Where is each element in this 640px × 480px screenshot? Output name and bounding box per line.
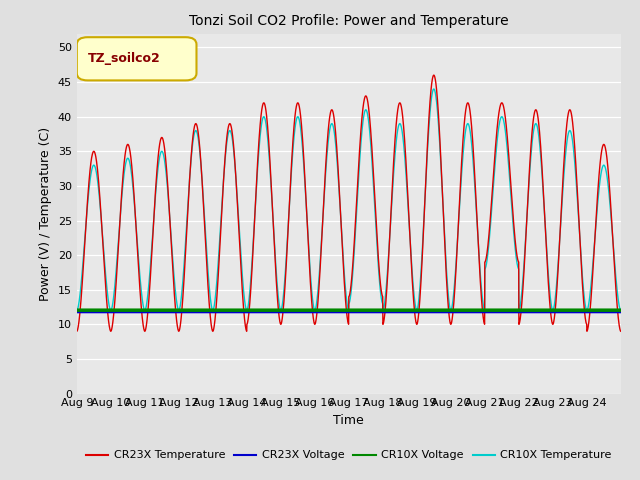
Title: Tonzi Soil CO2 Profile: Power and Temperature: Tonzi Soil CO2 Profile: Power and Temper… bbox=[189, 14, 509, 28]
Text: TZ_soilco2: TZ_soilco2 bbox=[88, 52, 161, 65]
FancyBboxPatch shape bbox=[77, 37, 196, 80]
Y-axis label: Power (V) / Temperature (C): Power (V) / Temperature (C) bbox=[39, 127, 52, 300]
Legend: CR23X Temperature, CR23X Voltage, CR10X Voltage, CR10X Temperature: CR23X Temperature, CR23X Voltage, CR10X … bbox=[81, 446, 616, 465]
X-axis label: Time: Time bbox=[333, 414, 364, 427]
